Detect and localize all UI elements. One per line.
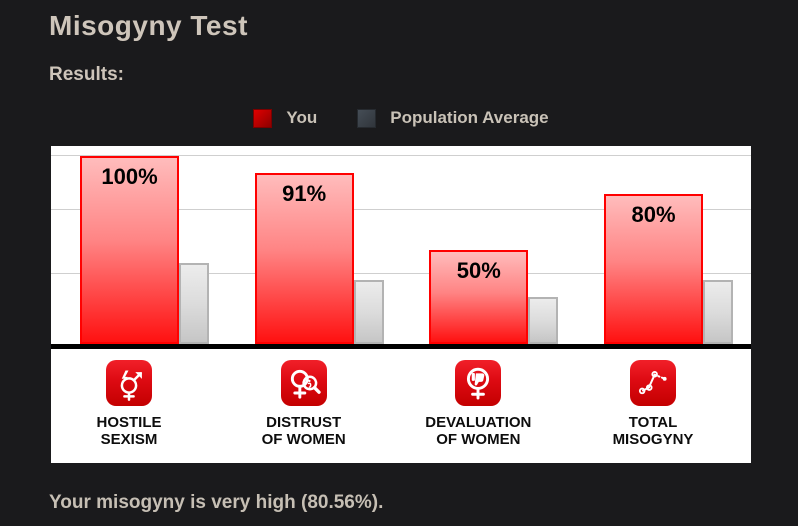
bar-you-hostile-sexism: 100% (80, 156, 179, 344)
legend-you-swatch (253, 108, 273, 128)
distrust-of-women-icon (280, 360, 327, 406)
bar-average-hostile-sexism (179, 263, 209, 344)
result-summary-text: Your misogyny is very high (80.56%). (49, 492, 384, 513)
results-label: Results: (49, 64, 124, 85)
x-axis-line (51, 344, 751, 349)
devaluation-of-women-icon (455, 360, 502, 406)
bar-value-label: 91% (282, 180, 327, 206)
page-title: Misogyny Test (49, 10, 248, 41)
bar-value-label: 50% (456, 258, 501, 283)
bar-value-label: 100% (101, 164, 158, 189)
bar-you-distrust: 91% (254, 172, 354, 344)
chart-group-total-misogyny: 80% TOTAL MISOGYNY (604, 146, 750, 463)
gridline-top (51, 155, 751, 156)
legend-you-label: You (286, 108, 318, 127)
chart-group-distrust-of-women: 91% DISTRUST OF WOMEN (254, 146, 401, 463)
category-label-hostile-sexism: HOSTILE SEXISM (96, 414, 162, 448)
bar-average-distrust (353, 280, 384, 344)
bar-average-devaluation (528, 297, 559, 344)
chart-group-devaluation-of-women: 50% DEVALUATION OF WOMEN (425, 146, 575, 463)
category-label-devaluation: DEVALUATION OF WOMEN (425, 414, 532, 448)
bar-you-total: 80% (604, 193, 703, 344)
category-label-total: TOTAL MISOGYNY (612, 414, 694, 448)
chart-group-hostile-sexism: 100% HOSTILE SEXISM (80, 146, 226, 463)
bar-value-label: 80% (631, 201, 676, 227)
chart-legend: You Population Average (51, 108, 751, 128)
gridline-middle (51, 209, 751, 210)
category-label-distrust: DISTRUST OF WOMEN (261, 414, 346, 448)
bar-you-devaluation: 50% (429, 250, 529, 344)
legend-population-swatch (357, 108, 377, 128)
gridline-lower (51, 273, 751, 274)
hostile-sexism-icon (106, 360, 152, 406)
legend-population-label: Population Average (390, 108, 549, 127)
total-misogyny-icon (630, 360, 676, 406)
chart-panel: 100% HOSTILE SEXISM 91% (51, 146, 751, 463)
bar-average-total (703, 280, 733, 344)
